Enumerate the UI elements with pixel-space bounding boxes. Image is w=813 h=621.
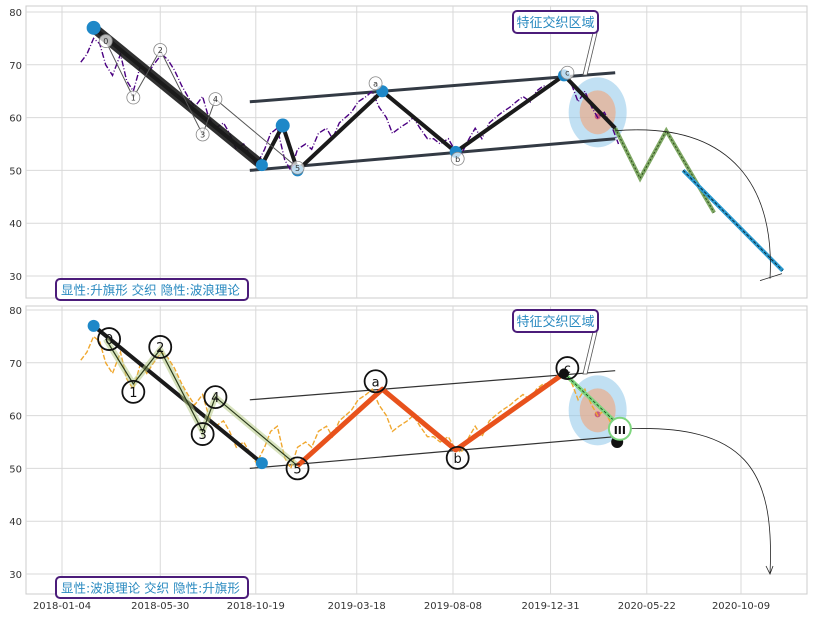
- y-tick-label: 40: [9, 517, 22, 528]
- wave-label-circle: [195, 127, 210, 142]
- callout-box: [512, 10, 599, 34]
- wave-label: c: [564, 362, 571, 377]
- y-tick-label: 80: [9, 8, 22, 19]
- pivot-marker: [87, 319, 100, 332]
- wave-label: 2: [158, 46, 163, 55]
- pivot-marker: [559, 368, 570, 379]
- subwave-path: [105, 338, 298, 467]
- wave-label-circle: [560, 65, 575, 80]
- pattern-annotation-box: [55, 576, 249, 599]
- wave-label-circle: [121, 379, 146, 404]
- wave-label-circle: [126, 90, 141, 105]
- pivot-marker: [255, 457, 268, 470]
- wave-label: 0: [103, 37, 108, 46]
- x-tick-label: 2018-05-30: [131, 601, 189, 612]
- projection-blue: [682, 170, 784, 272]
- price-series: [80, 37, 620, 173]
- x-tick-label: 2020-05-22: [618, 601, 676, 612]
- pivot-marker: [275, 118, 290, 133]
- pivot-marker: [255, 159, 268, 172]
- wave-label: a: [373, 79, 378, 88]
- wave-label: 3: [200, 130, 205, 139]
- wave-label-circle: [153, 43, 168, 57]
- wave-label: c: [565, 69, 569, 78]
- flag-lower-line: [249, 137, 616, 172]
- y-tick-label: 40: [9, 219, 22, 230]
- callout-box: [512, 309, 599, 333]
- forecast-arrow-head: [765, 565, 774, 575]
- wave-label: 2: [156, 341, 164, 356]
- wave-label: b: [455, 155, 460, 164]
- plot-area: [25, 5, 808, 299]
- flag-upper-line: [249, 370, 616, 401]
- pattern-annotation-box: [55, 278, 249, 301]
- wave-label-circle: [98, 34, 113, 48]
- y-tick-label: 30: [9, 272, 22, 283]
- wave-path: [92, 26, 617, 173]
- wave-label: 5: [295, 164, 300, 173]
- pattern-annotation-text: 显性:波浪理论 交织 隐性:升旗形: [61, 581, 240, 596]
- y-tick-label: 70: [9, 61, 22, 72]
- flag-upper-line: [249, 71, 616, 104]
- wave-label-circle: [363, 369, 388, 394]
- forecast-arrow: [615, 129, 771, 279]
- x-tick-label: 2019-12-31: [521, 601, 579, 612]
- y-tick-label: 50: [9, 464, 22, 475]
- y-tick-label: 50: [9, 166, 22, 177]
- impulse-leg: [91, 323, 264, 466]
- forecast-arrow-head: [759, 273, 783, 282]
- wave-label-circle: [97, 327, 122, 351]
- wave-label-circle: [190, 422, 215, 446]
- y-tick-label: 80: [9, 306, 22, 317]
- wave-label-circle: [290, 160, 305, 175]
- y-tick-label: 60: [9, 114, 22, 125]
- wave-label: 4: [211, 391, 219, 406]
- wave-label-circle: [445, 445, 470, 470]
- wave-label-circle: [208, 92, 223, 107]
- y-tick-label: 70: [9, 359, 22, 370]
- x-tick-label: 2019-08-08: [424, 601, 482, 612]
- wave-label-circle: [203, 385, 228, 410]
- wave-label: 0: [105, 333, 113, 348]
- y-tick-label: 30: [9, 570, 22, 581]
- wave-label: 3: [199, 428, 207, 443]
- wave-label-circle: [368, 76, 383, 91]
- wave-label-circle: [450, 151, 465, 166]
- pivot-marker: [86, 20, 101, 35]
- callout-text: 特征交织区域: [516, 15, 594, 31]
- corrective-path: [295, 371, 566, 468]
- wave-label: 4: [213, 95, 218, 104]
- projection-green: [614, 127, 715, 213]
- forecast-arrow: [625, 428, 771, 575]
- flag-lower-line: [249, 436, 616, 469]
- wave-label: b: [454, 452, 462, 467]
- wave-label-circle: [285, 456, 310, 481]
- wave-label: 1: [131, 94, 136, 103]
- callout-text: 特征交织区域: [516, 314, 594, 330]
- projection-green-dash: [563, 373, 621, 427]
- wave-label: 5: [293, 462, 301, 477]
- plot-area: [25, 305, 808, 595]
- wave-label: III: [614, 424, 626, 437]
- wave-label: a: [372, 375, 380, 390]
- x-tick-label: 2018-01-04: [33, 601, 91, 612]
- x-tick-label: 2020-10-09: [712, 601, 770, 612]
- subwave-path: [105, 40, 298, 169]
- wave-label: 1: [129, 386, 137, 401]
- x-tick-label: 2019-03-18: [328, 601, 386, 612]
- pattern-annotation-text: 显性:升旗形 交织 隐性:波浪理论: [61, 283, 240, 298]
- wave-label-circle: [555, 356, 580, 380]
- x-tick-label: 2018-10-19: [227, 601, 285, 612]
- wave-label-circle: [148, 335, 173, 359]
- y-tick-label: 60: [9, 412, 22, 423]
- wave-label-circle: [607, 416, 632, 441]
